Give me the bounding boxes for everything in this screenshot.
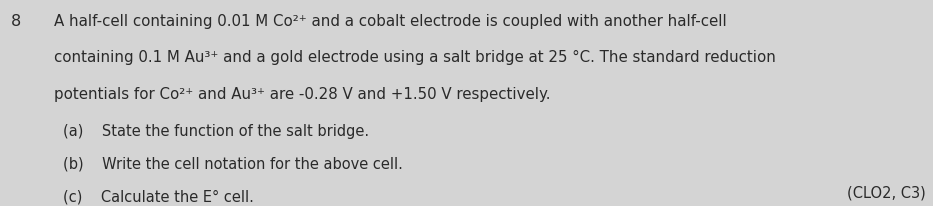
Text: (c)    Calculate the E° cell.: (c) Calculate the E° cell. xyxy=(63,190,255,205)
Text: 8: 8 xyxy=(11,14,21,29)
Text: potentials for Co²⁺ and Au³⁺ are -0.28 V and +1.50 V respectively.: potentials for Co²⁺ and Au³⁺ are -0.28 V… xyxy=(54,87,550,102)
Text: A half-cell containing 0.01 M Co²⁺ and a cobalt electrode is coupled with anothe: A half-cell containing 0.01 M Co²⁺ and a… xyxy=(54,14,727,29)
Text: (CLO2, C3): (CLO2, C3) xyxy=(847,185,926,200)
Text: containing 0.1 M Au³⁺ and a gold electrode using a salt bridge at 25 °C. The sta: containing 0.1 M Au³⁺ and a gold electro… xyxy=(54,50,776,66)
Text: (b)    Write the cell notation for the above cell.: (b) Write the cell notation for the abov… xyxy=(63,157,403,172)
Text: (a)    State the function of the salt bridge.: (a) State the function of the salt bridg… xyxy=(63,124,369,139)
